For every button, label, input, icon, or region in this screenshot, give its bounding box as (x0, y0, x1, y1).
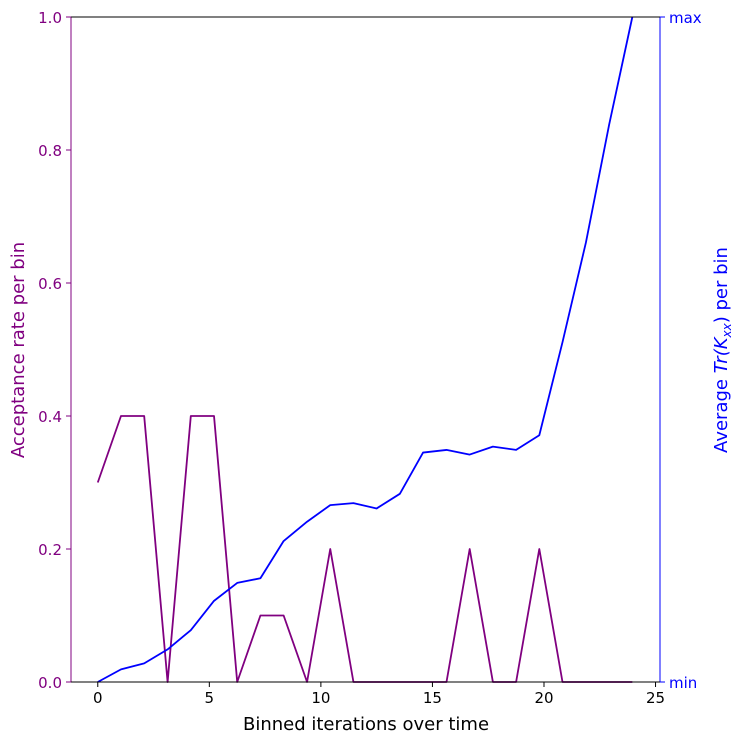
x-tick-label: 25 (646, 689, 665, 707)
x-axis-title: Binned iterations over time (243, 714, 489, 735)
left-tick-label: 0.6 (38, 275, 62, 293)
x-tick-label: 10 (311, 689, 330, 707)
right-axis-title-suffix: per bin (711, 247, 732, 316)
left-tick-label: 1.0 (38, 9, 62, 27)
right-axis-title-sub: xx (720, 322, 734, 338)
right-axis-title-close: ) (711, 316, 732, 323)
right-axis-title: Average Tr(Kxx) per bin (711, 247, 734, 453)
left-tick-label: 0.2 (38, 541, 62, 559)
left-tick-label: 0.4 (38, 408, 62, 426)
right-axis-title-math: Tr(K (711, 336, 732, 373)
right-tick-max: max (669, 9, 702, 27)
left-axis-title: Acceptance rate per bin (8, 242, 29, 458)
x-tick-label: 20 (534, 689, 553, 707)
average-trace-line (97, 16, 634, 683)
x-tick-label: 0 (93, 689, 103, 707)
right-axis-title-prefix: Average (711, 373, 732, 453)
acceptance-rate-line (96, 415, 633, 683)
right-tick-min: min (669, 674, 697, 692)
left-tick-label: 0.8 (38, 142, 62, 160)
x-tick-label: 5 (205, 689, 215, 707)
left-tick-label: 0.0 (38, 674, 62, 692)
x-tick-label: 15 (423, 689, 442, 707)
